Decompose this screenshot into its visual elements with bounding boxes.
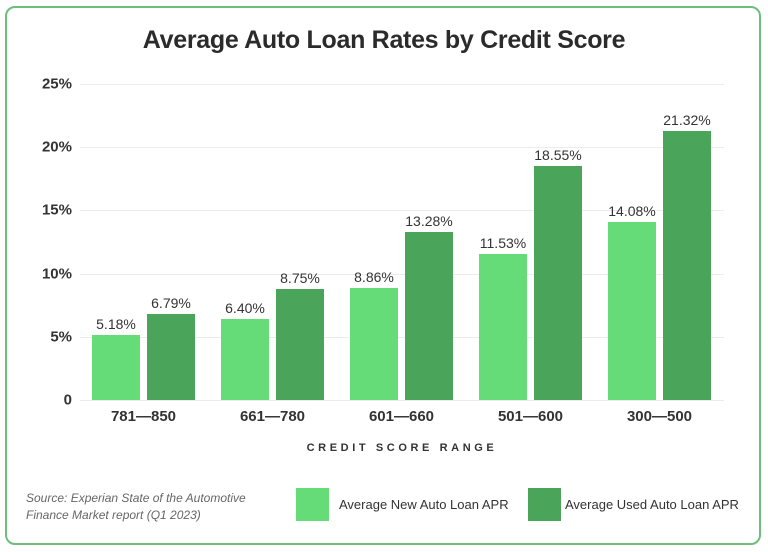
bar-value-label: 6.40% [225, 300, 265, 317]
x-tick-label: 781—850 [110, 408, 177, 425]
gridline [80, 400, 724, 401]
source-line-2: Finance Market report (Q1 2023) [26, 508, 201, 522]
bar-value-label: 5.18% [96, 315, 136, 332]
x-tick-label: 300—500 [626, 408, 693, 425]
gridline [80, 147, 724, 148]
y-tick-label: 25% [41, 75, 72, 93]
x-axis-label: CREDIT SCORE RANGE [306, 442, 498, 454]
bar-used-apr [276, 289, 324, 400]
legend-swatch-new [296, 488, 329, 521]
legend-label-used: Average Used Auto Loan APR [565, 497, 739, 512]
bar-value-label: 13.28% [405, 213, 453, 230]
bar-used-apr [405, 232, 453, 400]
y-tick-label: 15% [41, 201, 72, 219]
bar-new-apr [92, 334, 140, 400]
bar-used-apr [663, 130, 711, 400]
x-tick-label: 501—600 [497, 408, 564, 425]
bar-new-apr [608, 222, 656, 400]
bar-new-apr [221, 319, 269, 400]
y-tick-label: 5% [50, 328, 72, 346]
bar-value-label: 14.08% [608, 203, 656, 220]
x-tick-label: 661—780 [239, 408, 306, 425]
legend-swatch-used [528, 488, 561, 521]
source-line-1: Source: Experian State of the Automotive [26, 491, 246, 505]
bar-used-apr [147, 314, 195, 400]
chart-title: Average Auto Loan Rates by Credit Score [142, 26, 626, 54]
gridline [80, 274, 724, 275]
bar-new-apr [350, 288, 398, 400]
bar-used-apr [534, 165, 582, 400]
bar-value-label: 18.55% [534, 146, 582, 163]
bar-new-apr [479, 254, 527, 400]
bar-value-label: 8.75% [280, 270, 320, 287]
legend-label-new: Average New Auto Loan APR [339, 497, 509, 512]
gridline [80, 210, 724, 211]
bar-value-label: 11.53% [479, 235, 527, 252]
source-note: Source: Experian State of the Automotive… [26, 490, 276, 524]
y-tick-label: 20% [41, 138, 72, 156]
y-tick-label: 0 [63, 391, 72, 409]
bar-value-label: 8.86% [354, 269, 394, 285]
bar-value-label: 21.32% [663, 111, 711, 128]
x-tick-label: 601—660 [368, 408, 435, 425]
gridline [80, 84, 724, 85]
gridline [80, 337, 724, 338]
y-tick-label: 10% [41, 265, 72, 283]
bar-value-label: 6.79% [151, 295, 191, 312]
